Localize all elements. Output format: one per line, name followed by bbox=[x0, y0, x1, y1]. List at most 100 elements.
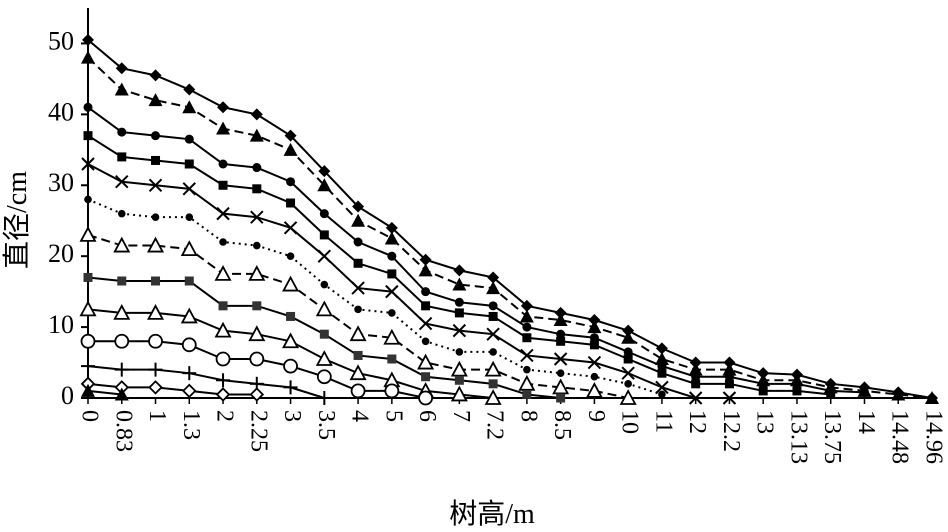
data-point bbox=[688, 362, 703, 376]
data-point bbox=[151, 155, 161, 165]
data-point bbox=[455, 348, 464, 356]
data-point bbox=[182, 182, 196, 196]
y-tick-label: 50 bbox=[48, 26, 74, 55]
data-point bbox=[218, 180, 228, 190]
data-point bbox=[113, 236, 131, 253]
data-point bbox=[183, 83, 196, 96]
data-point bbox=[283, 142, 298, 156]
data-point bbox=[117, 209, 126, 218]
data-point bbox=[418, 390, 434, 406]
data-point bbox=[216, 206, 230, 221]
x-tick-label: 14.96 bbox=[920, 410, 946, 464]
data-point-stroke bbox=[452, 323, 467, 338]
data-point bbox=[282, 275, 300, 292]
x-tick-label: 12 bbox=[684, 410, 710, 434]
data-point bbox=[81, 359, 95, 374]
data-point bbox=[353, 237, 363, 247]
data-point bbox=[590, 372, 599, 381]
x-tick-label: 12.2 bbox=[718, 410, 744, 452]
data-point bbox=[250, 210, 264, 224]
y-tick-label: 40 bbox=[48, 97, 74, 126]
data-point bbox=[619, 389, 637, 405]
x-tick-label: 9 bbox=[583, 410, 609, 422]
x-tick-label: 14 bbox=[853, 410, 879, 434]
data-point bbox=[315, 300, 333, 317]
data-point bbox=[655, 342, 668, 355]
data-point bbox=[891, 387, 906, 401]
data-point bbox=[317, 391, 332, 405]
data-point bbox=[286, 198, 296, 208]
x-tick-label: 1 bbox=[144, 410, 170, 422]
x-tick-label: 6 bbox=[414, 410, 440, 422]
data-point bbox=[452, 277, 467, 291]
data-point bbox=[354, 305, 362, 314]
data-point bbox=[554, 306, 567, 319]
data-point bbox=[484, 360, 502, 377]
data-point bbox=[826, 389, 836, 399]
x-tick-label: 0 bbox=[76, 410, 102, 422]
x-tick-label: 7.2 bbox=[482, 410, 508, 440]
series-2 bbox=[81, 50, 939, 404]
data-point bbox=[80, 333, 96, 349]
data-point bbox=[421, 372, 431, 382]
data-point bbox=[450, 385, 468, 402]
data-point bbox=[553, 313, 568, 326]
x-tick-label: 13.13 bbox=[785, 410, 811, 464]
data-point bbox=[181, 337, 197, 353]
data-point bbox=[351, 281, 365, 295]
data-point bbox=[252, 241, 261, 250]
data-point bbox=[151, 131, 161, 141]
data-point bbox=[724, 372, 734, 382]
data-point bbox=[320, 280, 329, 289]
data-point bbox=[688, 391, 703, 405]
data-point bbox=[724, 379, 734, 389]
data-point bbox=[486, 281, 501, 295]
data-point bbox=[148, 333, 163, 349]
data-point bbox=[387, 251, 397, 261]
x-tick-label: 2 bbox=[212, 410, 238, 422]
series-line bbox=[87, 106, 865, 394]
data-point bbox=[249, 351, 265, 367]
data-point bbox=[621, 366, 635, 380]
data-point bbox=[219, 238, 227, 246]
data-point bbox=[385, 221, 398, 234]
data-point bbox=[148, 380, 163, 395]
data-point bbox=[250, 108, 263, 121]
data-point bbox=[519, 309, 534, 323]
y-tick-label: 20 bbox=[48, 239, 74, 268]
data-point bbox=[925, 391, 939, 404]
data-point-stroke bbox=[722, 391, 737, 405]
data-point bbox=[353, 350, 363, 360]
data-point bbox=[657, 361, 667, 371]
data-point bbox=[117, 127, 127, 137]
series-8 bbox=[83, 272, 566, 403]
data-point bbox=[283, 380, 298, 395]
y-axis-title: 直径/cm bbox=[1, 171, 33, 269]
data-point bbox=[622, 324, 635, 337]
data-point bbox=[286, 252, 295, 260]
x-tick-label: 7 bbox=[448, 410, 474, 422]
data-point bbox=[147, 236, 165, 253]
data-point bbox=[522, 333, 532, 343]
x-tick-label: 3.5 bbox=[313, 410, 339, 440]
data-point bbox=[83, 131, 93, 141]
data-point-stroke bbox=[553, 352, 568, 366]
data-point bbox=[114, 333, 130, 349]
data-point bbox=[184, 276, 194, 286]
data-point bbox=[81, 383, 95, 397]
series-line bbox=[87, 389, 122, 396]
data-point bbox=[151, 276, 161, 286]
data-point bbox=[151, 213, 160, 221]
data-point bbox=[352, 200, 365, 213]
data-point bbox=[454, 297, 464, 307]
data-point bbox=[182, 383, 197, 399]
data-point bbox=[248, 325, 266, 342]
data-point bbox=[520, 348, 534, 363]
data-point bbox=[84, 195, 92, 204]
series-12 bbox=[80, 376, 265, 402]
data-point bbox=[454, 375, 464, 385]
data-point bbox=[385, 284, 399, 299]
series-1 bbox=[82, 33, 938, 404]
data-point bbox=[286, 177, 296, 187]
series-3 bbox=[83, 102, 869, 397]
